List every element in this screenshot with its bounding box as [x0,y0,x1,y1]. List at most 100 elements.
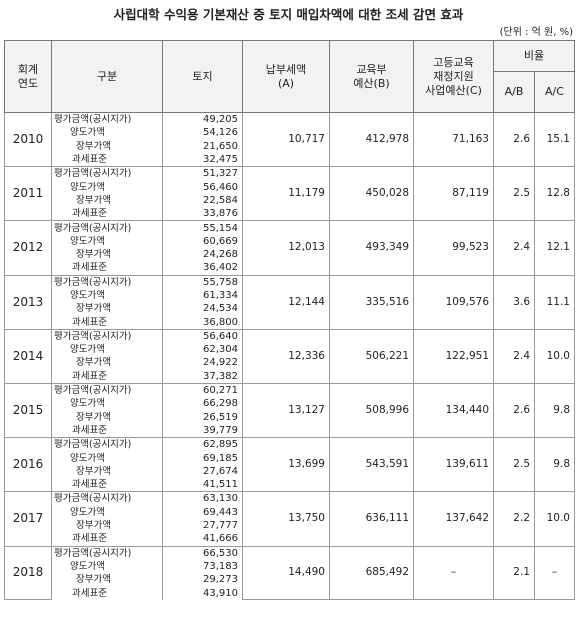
land-value: 51,327 [162,166,243,181]
year-cell: 2014 [4,328,52,384]
land-value: 73,183 [162,559,243,574]
land-value: 60,669 [162,234,243,248]
amount-cell: 13,750 [242,491,330,547]
table-row: 장부가액 22,584 [5,193,575,208]
table-row: 양도가액 60,669 [5,234,575,248]
land-value: 36,800 [162,315,243,330]
item-label: 양도가액 [51,397,163,411]
land-value: 43,910 [162,586,243,600]
land-value: 61,334 [162,288,243,303]
ratio-cell: 12.8 [534,166,575,222]
table-row: 과세표준 41,511 [5,478,575,492]
table-row: 2011 평가금액(공시지가) 51,327 11,179 450,028 87,119 2… [4,166,575,222]
ratio-cell: 9.8 [534,382,575,439]
ratio-cell: 2.5 [493,166,535,222]
table-row: 과세표준 39,779 [5,423,575,438]
land-value: 32,475 [162,152,243,167]
amount-cell: 87,119 [413,166,494,222]
item-label: 과세표준 [51,586,163,600]
table-row: 장부가액 27,674 [5,464,575,479]
land-value: 55,758 [162,274,243,289]
land-value: 56,460 [162,180,243,194]
table-row: 2012 평가금액(공시지가) 55,154 12,013 493,349 99,523 2… [4,220,575,276]
item-label: 장부가액 [51,302,163,316]
table: 회계 연도 구분 토지 납부세액 (A) 교육부 예산(B) 고등교육 재정지원… [4,40,575,601]
ratio-cell: 9.8 [534,437,575,493]
item-label: 양도가액 [51,234,163,248]
land-value: 66,298 [162,397,243,411]
header-cell: 납부세액 (A) [242,40,330,113]
ratio-cell: 2.4 [493,328,535,384]
item-label: 장부가액 [51,410,163,424]
amount-cell: 13,699 [242,437,330,493]
year-cell: 2017 [4,491,52,547]
land-value: 69,443 [162,505,243,519]
table-row: 양도가액 73,183 [5,559,575,574]
year-cell: 2018 [4,545,52,601]
table-row: 양도가액 69,443 [5,505,575,519]
header-cell: 토지 [162,40,243,113]
item-label: 평가금액(공시지가) [51,491,163,506]
amount-cell: 685,492 [329,545,414,601]
ratio-cell: 12.1 [534,220,575,276]
ratio-cell: 10.0 [534,328,575,384]
amount-cell: 137,642 [413,491,494,547]
item-label: 평가금액(공시지가) [51,437,163,452]
item-label: 양도가액 [51,559,163,574]
table-body: 2010 평가금액(공시지가) 49,205 10,717 412,978 71,163 2… [4,111,575,601]
land-value: 69,185 [162,451,243,465]
ratio-cell: 2.6 [493,382,535,439]
table-row: 2018 평가금액(공시지가) 66,530 14,490 685,492–2.1– [4,545,575,601]
amount-cell: 14,490 [242,545,330,601]
table-row: 과세표준 36,800 [5,315,575,330]
header-cell: A/C [534,71,575,113]
item-label: 장부가액 [51,518,163,533]
item-label: 장부가액 [51,573,163,587]
table-row: 장부가액 24,268 [5,247,575,262]
amount-cell: 10,717 [242,111,330,168]
land-value: 62,895 [162,437,243,452]
land-value: 56,640 [162,328,243,344]
land-value: 24,922 [162,356,243,370]
table-row: 2013 평가금액(공시지가) 55,758 12,144 335,516 109,576… [4,274,575,330]
amount-cell: 122,951 [413,328,494,384]
amount-cell: 71,163 [413,111,494,168]
item-label: 과세표준 [51,369,163,384]
header-cell: 교육부 예산(B) [329,40,414,113]
table-row: 장부가액 29,273 [5,573,575,587]
land-value: 24,268 [162,247,243,262]
item-label: 과세표준 [51,532,163,546]
land-value: 60,271 [162,382,243,398]
item-label: 평가금액(공시지가) [51,274,163,289]
land-value: 63,130 [162,491,243,506]
land-value: 41,511 [162,478,243,492]
table-row: 2016 평가금액(공시지가) 62,895 13,699 543,591 139,611… [4,437,575,493]
amount-cell: 109,576 [413,274,494,330]
item-label: 평가금액(공시지가) [51,382,163,398]
ratio-cell: – [534,545,575,601]
ratio-cell: 15.1 [534,111,575,168]
item-label: 과세표준 [51,207,163,221]
item-label: 평가금액(공시지가) [51,112,163,127]
land-value: 41,666 [162,532,243,546]
ratio-cell: 11.1 [534,274,575,330]
table-row: 양도가액 54,126 [5,126,575,140]
land-value: 39,779 [162,423,243,438]
title: 사립대학 수익용 기본재산 중 토지 매입차액에 대한 조세 감면 효과 [113,7,464,22]
year-cell: 2010 [4,111,52,168]
item-label: 양도가액 [51,451,163,465]
ratio-cell: 2.1 [493,545,535,601]
table-row: 장부가액 27,777 [5,518,575,533]
header-cell: 회계 연도 [4,40,52,113]
item-label: 과세표준 [51,261,163,276]
land-value: 22,584 [162,193,243,208]
table-row: 과세표준 41,666 [5,532,575,546]
item-label: 장부가액 [51,464,163,479]
year-cell: 2011 [4,166,52,222]
table-row: 과세표준 36,402 [5,261,575,276]
item-label: 평가금액(공시지가) [51,328,163,344]
land-value: 36,402 [162,261,243,276]
item-label: 평가금액(공시지가) [51,166,163,181]
amount-cell: 506,221 [329,328,414,384]
